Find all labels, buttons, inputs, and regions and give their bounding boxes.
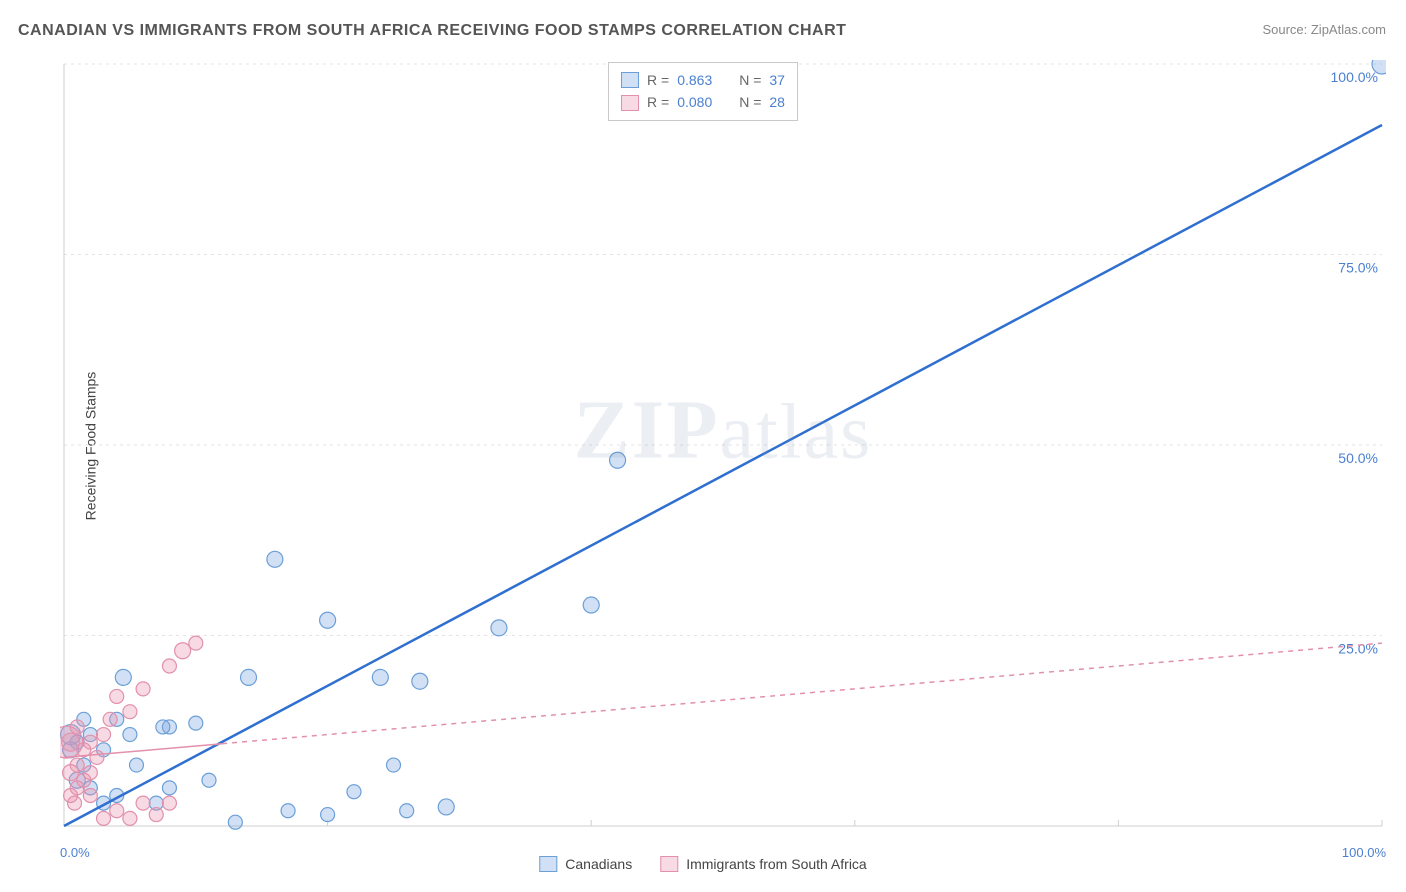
legend-n-value: 28 — [769, 91, 785, 113]
data-point — [438, 799, 454, 815]
data-point — [162, 659, 176, 673]
legend-row: R = 0.080 N = 28 — [621, 91, 785, 113]
data-point — [149, 808, 163, 822]
data-point — [412, 673, 428, 689]
data-point — [610, 452, 626, 468]
data-point — [63, 765, 79, 781]
data-point — [136, 796, 150, 810]
legend-item: Immigrants from South Africa — [660, 856, 867, 872]
plot-area: 25.0%50.0%75.0%100.0% ZIPatlas — [60, 60, 1386, 830]
data-point — [583, 597, 599, 613]
chart-container: CANADIAN VS IMMIGRANTS FROM SOUTH AFRICA… — [0, 0, 1406, 892]
legend-swatch — [621, 72, 639, 88]
y-tick-label: 75.0% — [1338, 260, 1378, 276]
data-point — [123, 811, 137, 825]
data-point — [267, 551, 283, 567]
legend-r-label: R = — [647, 91, 669, 113]
y-tick-label: 100.0% — [1331, 69, 1378, 85]
legend-label: Immigrants from South Africa — [686, 856, 867, 872]
chart-title: CANADIAN VS IMMIGRANTS FROM SOUTH AFRICA… — [18, 22, 846, 40]
legend-n-label: N = — [739, 69, 761, 91]
data-point — [400, 804, 414, 818]
data-point — [110, 689, 124, 703]
data-point — [129, 758, 143, 772]
data-point — [347, 785, 361, 799]
regression-line — [64, 125, 1382, 826]
data-point — [83, 789, 97, 803]
data-point — [97, 728, 111, 742]
data-point — [110, 804, 124, 818]
data-point — [320, 612, 336, 628]
legend-item: Canadians — [539, 856, 632, 872]
legend-swatch — [621, 95, 639, 111]
data-point — [97, 811, 111, 825]
data-point — [156, 720, 170, 734]
legend-correlation: R = 0.863 N = 37 R = 0.080 N = 28 — [608, 62, 798, 121]
data-point — [189, 636, 203, 650]
legend-swatch — [539, 856, 557, 872]
data-point — [321, 808, 335, 822]
legend-r-label: R = — [647, 69, 669, 91]
data-point — [103, 712, 117, 726]
data-point — [123, 728, 137, 742]
legend-r-value: 0.080 — [677, 91, 731, 113]
legend-row: R = 0.863 N = 37 — [621, 69, 785, 91]
data-point — [241, 669, 257, 685]
data-point — [162, 796, 176, 810]
data-point — [64, 789, 78, 803]
data-point — [228, 815, 242, 829]
scatter-svg: 25.0% 50.0% 75.0% 100.0% — [60, 60, 1386, 830]
source-attribution: Source: ZipAtlas.com — [1262, 22, 1386, 37]
data-point — [281, 804, 295, 818]
data-point — [136, 682, 150, 696]
legend-label: Canadians — [565, 856, 632, 872]
y-tick-label: 25.0% — [1338, 641, 1378, 657]
data-point — [175, 643, 191, 659]
legend-r-value: 0.863 — [677, 69, 731, 91]
data-point — [189, 716, 203, 730]
data-point — [115, 669, 131, 685]
x-min-label: 0.0% — [60, 845, 90, 860]
x-max-label: 100.0% — [1342, 845, 1386, 860]
data-point — [202, 773, 216, 787]
legend-series: Canadians Immigrants from South Africa — [539, 856, 866, 872]
legend-n-label: N = — [739, 91, 761, 113]
data-point — [90, 750, 104, 764]
legend-swatch — [660, 856, 678, 872]
data-point — [162, 781, 176, 795]
data-point — [123, 705, 137, 719]
data-point — [491, 620, 507, 636]
data-point — [372, 669, 388, 685]
y-tick-label: 50.0% — [1338, 450, 1378, 466]
data-point — [387, 758, 401, 772]
legend-n-value: 37 — [769, 69, 785, 91]
